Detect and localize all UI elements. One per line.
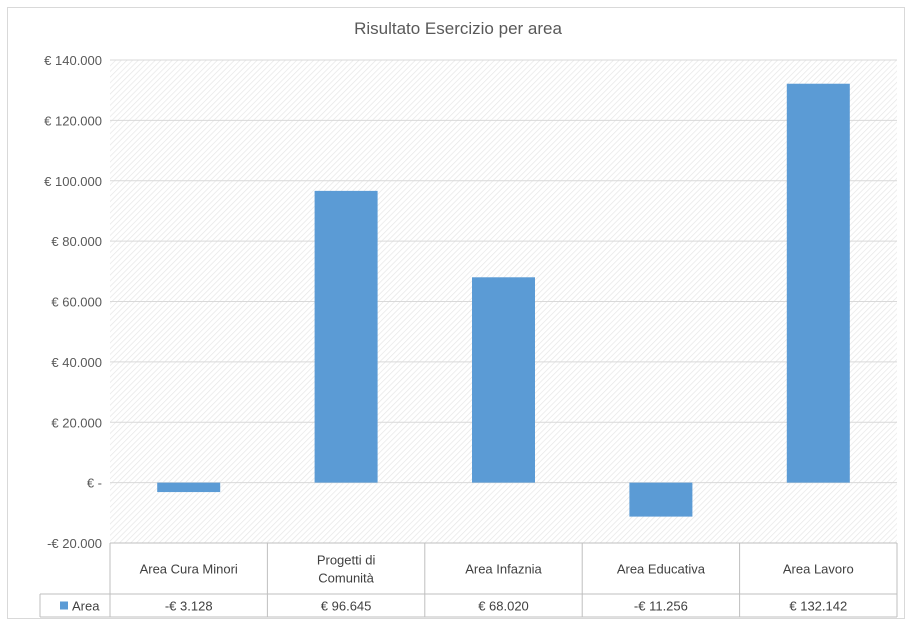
data-table-value: € 132.142	[789, 599, 847, 614]
x-category-label: Progetti di Comunità	[317, 553, 376, 586]
x-category-label: Area Cura Minori	[140, 562, 238, 577]
x-category-label: Area Lavoro	[783, 562, 854, 577]
y-tick-label: -€ 20.000	[47, 536, 102, 551]
data-table-value: € 68.020	[478, 599, 529, 614]
x-category-label: Area Educativa	[617, 562, 706, 577]
y-tick-label: € -	[87, 476, 102, 491]
bar	[157, 482, 221, 493]
y-tick-label: € 80.000	[51, 234, 102, 249]
data-table-value: -€ 3.128	[165, 599, 213, 614]
x-category-label: Area Infaznia	[465, 562, 542, 577]
y-tick-label: € 140.000	[44, 53, 102, 68]
legend-label: Area	[72, 599, 100, 614]
data-table-value: € 96.645	[321, 599, 372, 614]
y-tick-label: € 60.000	[51, 295, 102, 310]
bar	[786, 83, 850, 483]
y-tick-label: € 20.000	[51, 415, 102, 430]
data-table-value: -€ 11.256	[634, 599, 688, 614]
y-tick-label: € 100.000	[44, 174, 102, 189]
y-tick-label: € 120.000	[44, 113, 102, 128]
legend-swatch	[60, 601, 68, 610]
bar	[314, 190, 378, 483]
chart-title: Risultato Esercizio per area	[354, 19, 562, 38]
bar	[472, 277, 535, 483]
bar	[629, 482, 693, 517]
y-tick-label: € 40.000	[51, 355, 102, 370]
